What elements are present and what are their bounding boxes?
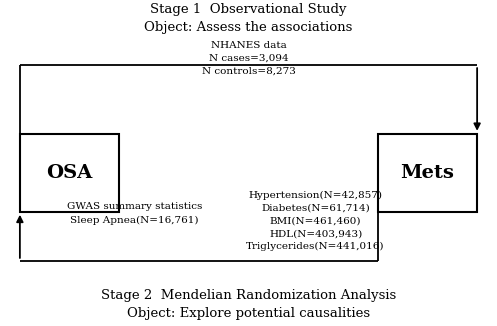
Text: Object: Assess the associations: Object: Assess the associations [144, 21, 353, 34]
Text: Stage 1  Observational Study: Stage 1 Observational Study [150, 3, 347, 16]
Text: Stage 2  Mendelian Randomization Analysis: Stage 2 Mendelian Randomization Analysis [101, 289, 396, 302]
Text: Hypertension(N=42,857)
Diabetes(N=61,714)
BMI(N=461,460)
HDL(N=403,943)
Triglyce: Hypertension(N=42,857) Diabetes(N=61,714… [247, 191, 385, 251]
Text: Object: Explore potential causalities: Object: Explore potential causalities [127, 307, 370, 320]
Bar [378, 134, 477, 212]
Text: NHANES data
N cases=3,094
N controls=8,273: NHANES data N cases=3,094 N controls=8,2… [202, 41, 295, 76]
Text: GWAS summary statistics
Sleep Apnea(N=16,761): GWAS summary statistics Sleep Apnea(N=16… [67, 202, 202, 225]
Bar [20, 134, 119, 212]
Text: OSA: OSA [46, 164, 93, 182]
Text: Mets: Mets [401, 164, 454, 182]
